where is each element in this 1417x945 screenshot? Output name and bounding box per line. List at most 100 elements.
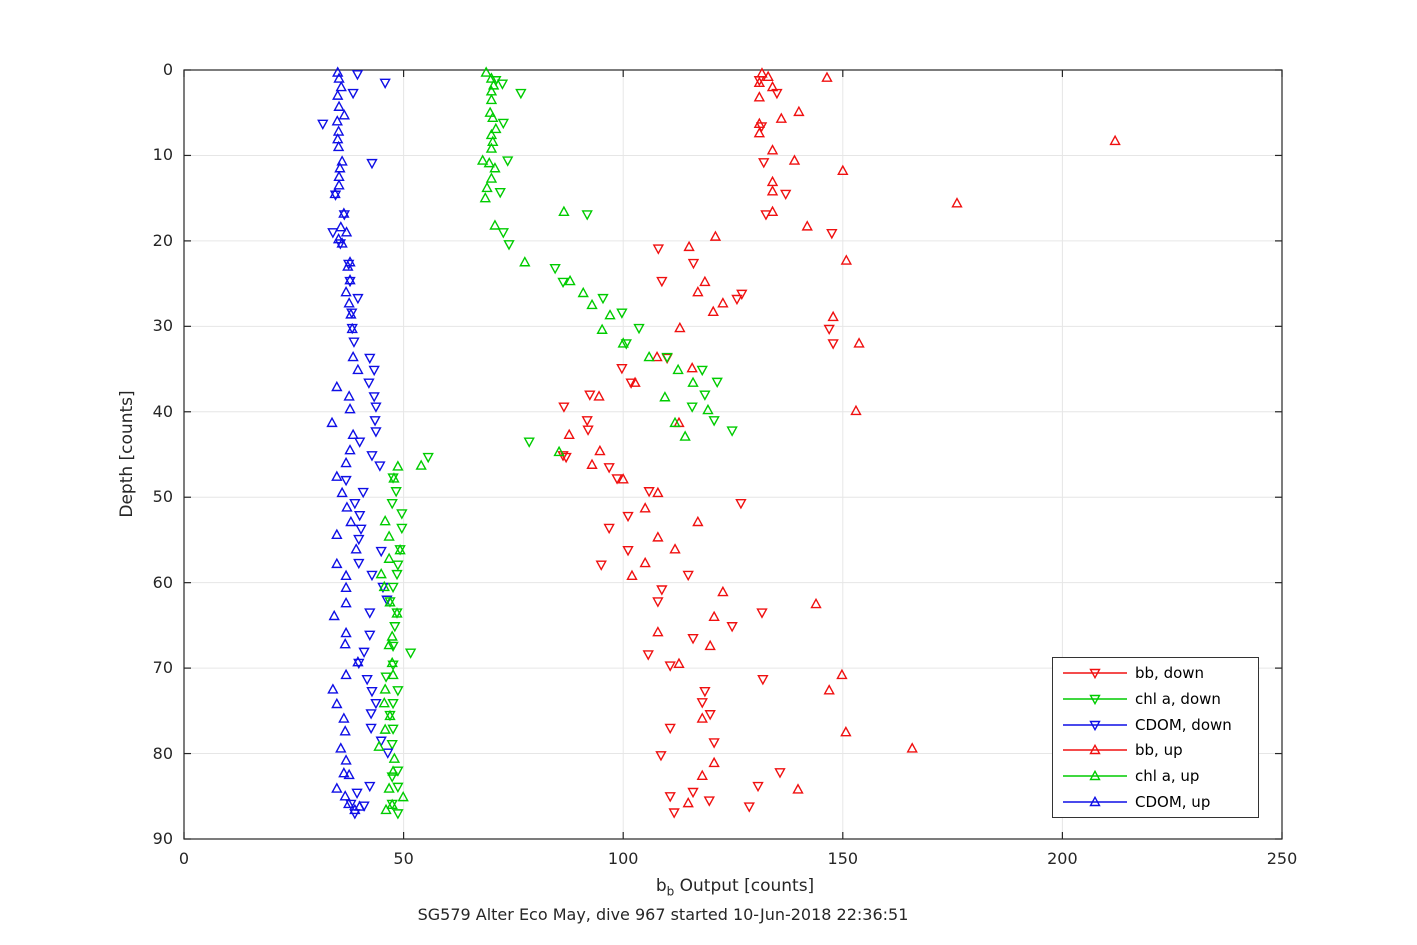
scatter-point: [708, 416, 720, 427]
scatter-point: [338, 207, 350, 218]
scatter-point: [336, 486, 348, 498]
scatter-point: [489, 219, 501, 230]
scatter-point: [669, 416, 681, 428]
scatter-point: [353, 437, 366, 448]
scatter-point: [827, 310, 839, 322]
scatter-point: [563, 428, 575, 440]
scatter-point: [906, 742, 918, 753]
scatter-point: [669, 543, 681, 554]
scatter-point: [788, 154, 801, 165]
scatter-point: [392, 560, 404, 571]
scatter-point: [485, 85, 498, 96]
scatter-point: [335, 742, 347, 753]
legend-label: chl a, down: [1135, 689, 1221, 708]
scatter-point: [476, 154, 489, 165]
scatter-point: [344, 403, 356, 414]
scatter-point: [766, 175, 779, 187]
scatter-point: [823, 684, 835, 695]
scatter-point: [387, 698, 399, 710]
scatter-point: [384, 709, 396, 721]
scatter-point: [496, 79, 509, 90]
scatter-point: [353, 534, 365, 546]
scatter-point: [338, 712, 350, 723]
scatter-point: [404, 648, 417, 659]
scatter-point: [386, 739, 398, 751]
scatter-point: [664, 661, 676, 672]
scatter-point: [378, 580, 390, 592]
scatter-point: [643, 350, 655, 362]
scatter-point: [766, 144, 779, 155]
scatter-point: [793, 105, 805, 117]
scatter-point: [642, 650, 654, 661]
scatter-point: [616, 308, 628, 319]
scatter-point: [386, 630, 398, 641]
scatter-point: [342, 260, 354, 271]
scatter-point: [366, 686, 378, 698]
scatter-point: [686, 362, 698, 373]
scatter-point: [392, 686, 404, 697]
y-tick-label-80: 80: [152, 743, 173, 763]
scatter-point: [717, 297, 729, 308]
scatter-point: [345, 799, 357, 811]
scatter-point: [597, 293, 609, 305]
scatter-point: [708, 738, 720, 749]
grid-lines: [184, 70, 1282, 839]
scatter-point: [326, 416, 338, 428]
legend-entry-bb-down[interactable]: bb, down: [1053, 664, 1258, 682]
scatter-point: [708, 756, 720, 768]
scatter-point: [332, 89, 344, 100]
scatter-point: [349, 803, 361, 815]
scatter-point: [332, 133, 344, 144]
scatter-point: [387, 582, 399, 594]
scatter-point: [652, 486, 664, 498]
legend[interactable]: bb, down chl a, down CDOM, down bb, up chl a…: [1052, 657, 1259, 818]
scatter-point: [503, 240, 515, 251]
scatter-point: [347, 88, 359, 100]
scatter-point: [586, 298, 598, 310]
scatter-point: [643, 487, 655, 498]
legend-entry-bb-up[interactable]: bb, up: [1053, 741, 1258, 759]
scatter-point: [639, 556, 651, 568]
scatter-point: [357, 487, 369, 499]
legend-entry-chl-a-up[interactable]: chl a, up: [1053, 767, 1258, 785]
scatter-point: [383, 552, 395, 563]
axes-box: [183, 69, 1283, 840]
y-tick-label-70: 70: [152, 658, 173, 678]
scatter-point: [581, 416, 593, 427]
legend-marker-up-icon: [1063, 795, 1127, 807]
scatter-point: [392, 809, 404, 820]
legend-entry-cdom-down[interactable]: CDOM, down: [1053, 716, 1258, 734]
scatter-point: [340, 597, 352, 608]
scatter-point: [361, 675, 373, 686]
scatter-point: [558, 205, 570, 217]
scatter-point: [379, 723, 391, 734]
scatter-point: [762, 70, 774, 82]
scatter-point: [327, 228, 339, 239]
scatter-point: [339, 790, 351, 801]
scatter-point: [340, 626, 352, 638]
scatter-point: [840, 254, 852, 265]
scatter-point: [394, 544, 406, 555]
scatter-point: [709, 230, 722, 241]
scatter-point: [686, 402, 698, 413]
scatter-point: [392, 460, 404, 471]
scatter-point: [758, 158, 770, 169]
scatter-point: [699, 686, 711, 698]
scatter-point: [687, 634, 699, 645]
legend-entry-chl-a-down[interactable]: chl a, down: [1053, 690, 1258, 708]
scatter-point: [392, 782, 404, 794]
scatter-point: [603, 463, 615, 474]
scatter-point: [387, 724, 399, 735]
legend-entry-cdom-up[interactable]: CDOM, up: [1053, 793, 1258, 811]
scatter-point: [826, 228, 838, 240]
scatter-point: [343, 768, 355, 780]
scatter-point: [487, 79, 500, 90]
x-axis-label-main: b: [655, 876, 667, 896]
legend-label: chl a, up: [1135, 767, 1200, 786]
scatter-point: [837, 164, 849, 176]
scatter-point: [350, 543, 362, 554]
scatter-point: [386, 798, 398, 810]
scatter-point: [340, 226, 353, 237]
scatter-point: [682, 796, 694, 808]
scatter-point: [422, 452, 434, 464]
